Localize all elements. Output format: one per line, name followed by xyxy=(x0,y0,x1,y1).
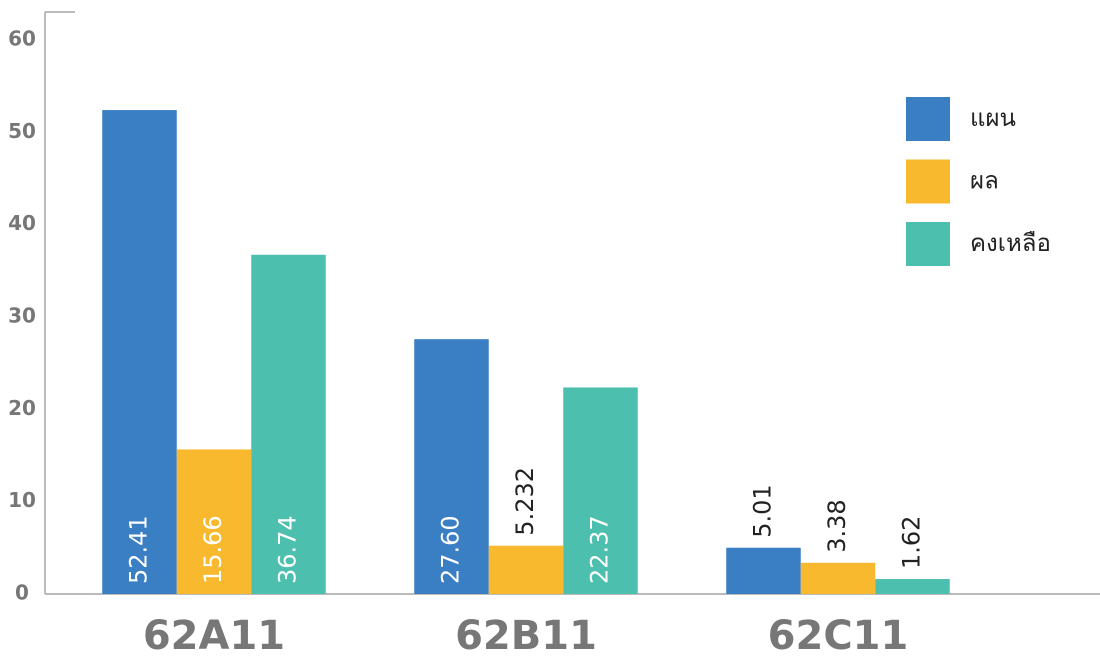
bar xyxy=(176,449,252,594)
legend-label: ผล xyxy=(970,167,999,195)
x-tick-label: 62B11 xyxy=(455,613,597,659)
y-tick-label: 60 xyxy=(8,27,36,51)
value-label: 5.232 xyxy=(511,467,539,536)
legend-swatch xyxy=(906,97,950,141)
bar xyxy=(726,547,801,594)
value-label: 3.38 xyxy=(823,499,851,552)
x-tick-label: 62C11 xyxy=(768,613,909,659)
y-tick-label: 10 xyxy=(8,488,36,512)
bar xyxy=(488,545,564,594)
value-label: 52.41 xyxy=(125,515,153,584)
y-tick-label: 20 xyxy=(8,396,36,420)
y-tick-label: 30 xyxy=(8,304,36,328)
value-label: 27.60 xyxy=(437,515,465,584)
value-label: 5.01 xyxy=(749,484,777,537)
bar xyxy=(875,579,950,594)
y-tick-label: 0 xyxy=(15,581,29,605)
value-label: 1.62 xyxy=(898,516,926,569)
bar xyxy=(102,110,177,595)
legend-label: แผน xyxy=(970,104,1016,132)
value-label: 15.66 xyxy=(199,515,227,584)
legend-swatch xyxy=(906,222,950,266)
legend-label: คงเหลือ xyxy=(970,229,1051,257)
value-label: 36.74 xyxy=(274,515,302,584)
legend-swatch xyxy=(906,159,950,204)
y-tick-label: 40 xyxy=(8,211,36,235)
bar xyxy=(563,387,638,594)
value-label: 22.37 xyxy=(586,515,614,584)
y-tick-label: 50 xyxy=(8,119,36,143)
bar xyxy=(251,254,326,594)
x-tick-label: 62A11 xyxy=(143,613,285,659)
bar xyxy=(414,339,489,594)
bar xyxy=(800,562,876,594)
